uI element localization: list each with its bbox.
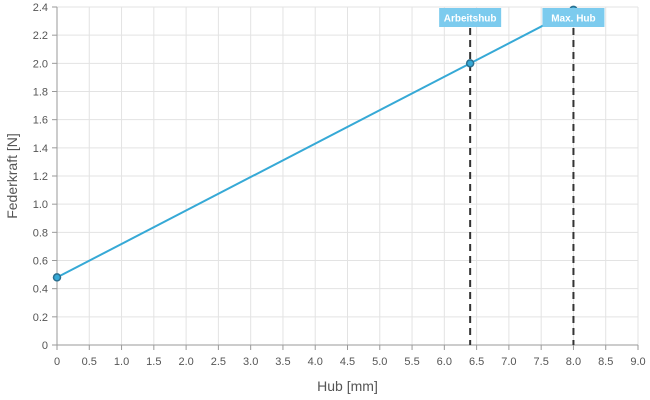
annotation-label-box — [542, 8, 605, 27]
y-axis-label: Federkraft [N] — [4, 133, 20, 219]
annotation-label-box — [439, 8, 502, 27]
x-tick-label: 6.5 — [469, 356, 484, 368]
data-point — [52, 273, 62, 282]
x-tick-label: 0 — [54, 356, 60, 368]
x-tick-label: 5.5 — [404, 356, 419, 368]
y-tick-label: 1.0 — [33, 199, 48, 211]
x-tick-label: 8.5 — [598, 356, 613, 368]
x-tick-label: 4.0 — [308, 356, 323, 368]
x-tick-label: 3.5 — [275, 356, 290, 368]
y-tick-label: 1.8 — [33, 87, 48, 99]
x-tick-label: 2.5 — [211, 356, 226, 368]
annotation-label: Max. Hub — [551, 14, 595, 25]
x-tick-label: 7.0 — [501, 356, 516, 368]
data-point — [465, 59, 475, 68]
tick-labels: 0 0.2 0.4 0.6 0.8 1.0 1.2 1.4 1.6 1.8 2.0 2.2 2.4 0 0.… — [33, 2, 646, 368]
x-tick-label: 5.0 — [372, 356, 387, 368]
x-tick-label: 9.0 — [630, 356, 645, 368]
y-tick-label: 0 — [42, 340, 48, 352]
x-tick-label: 1.5 — [146, 356, 161, 368]
y-tick-label: 0.2 — [33, 312, 48, 324]
y-tick-label: 1.4 — [33, 143, 48, 155]
y-tick-label: 2.4 — [33, 2, 48, 14]
y-tick-label: 2.0 — [33, 58, 48, 70]
x-tick-label: 8.0 — [566, 356, 581, 368]
y-tick-label: 1.2 — [33, 171, 48, 183]
x-tick-label: 1.0 — [114, 356, 129, 368]
x-tick-label: 4.5 — [340, 356, 355, 368]
y-tick-label: 0.4 — [33, 284, 48, 296]
y-tick-label: 2.2 — [33, 30, 48, 42]
annotation-lines — [469, 28, 575, 345]
y-tick-label: 0.6 — [33, 256, 48, 268]
x-tick-label: 6.0 — [437, 356, 452, 368]
annotation-label: Arbeitshub — [444, 14, 497, 25]
grid — [57, 6, 639, 345]
x-tick-label: 2.0 — [178, 356, 193, 368]
x-tick-label: 7.5 — [534, 356, 549, 368]
x-axis-label: Hub [mm] — [317, 378, 378, 394]
x-tick-label: 0.5 — [82, 356, 97, 368]
y-tick-label: 1.6 — [33, 115, 48, 127]
x-tick-label: 3.0 — [243, 356, 258, 368]
y-tick-label: 0.8 — [33, 227, 48, 239]
axes — [52, 6, 639, 350]
annotation-labels: Arbeitshub Max. Hub — [439, 8, 605, 27]
